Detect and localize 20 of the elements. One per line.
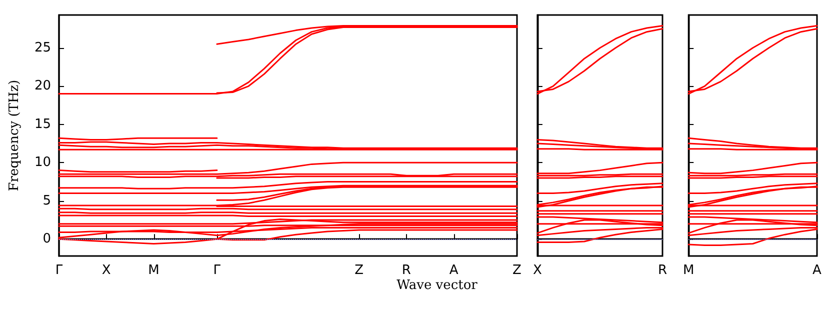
x-tick-label: Γ	[55, 263, 64, 278]
y-tick-label: 25	[34, 40, 51, 56]
x-axis-title: Wave vector	[396, 278, 478, 293]
x-tick-label: R	[658, 263, 668, 278]
x-tick-label: Γ	[213, 263, 222, 278]
x-tick-label: R	[402, 263, 411, 278]
x-tick-label: A	[449, 263, 458, 278]
y-axis-title: Frequency (THz)	[7, 80, 22, 192]
x-tick-label: M	[683, 263, 694, 278]
y-tick-label: 15	[34, 116, 51, 132]
y-tick-label: 5	[42, 193, 51, 208]
x-tick-label: A	[812, 263, 822, 278]
x-tick-label: X	[102, 263, 111, 278]
y-tick-label: 20	[34, 78, 51, 94]
x-tick-label: Z	[512, 263, 522, 278]
y-tick-label: 10	[34, 155, 51, 170]
x-tick-label: Z	[354, 263, 364, 278]
x-tick-label: M	[148, 263, 160, 278]
x-tick-label: X	[533, 263, 542, 278]
y-tick-label: 0	[42, 232, 51, 247]
